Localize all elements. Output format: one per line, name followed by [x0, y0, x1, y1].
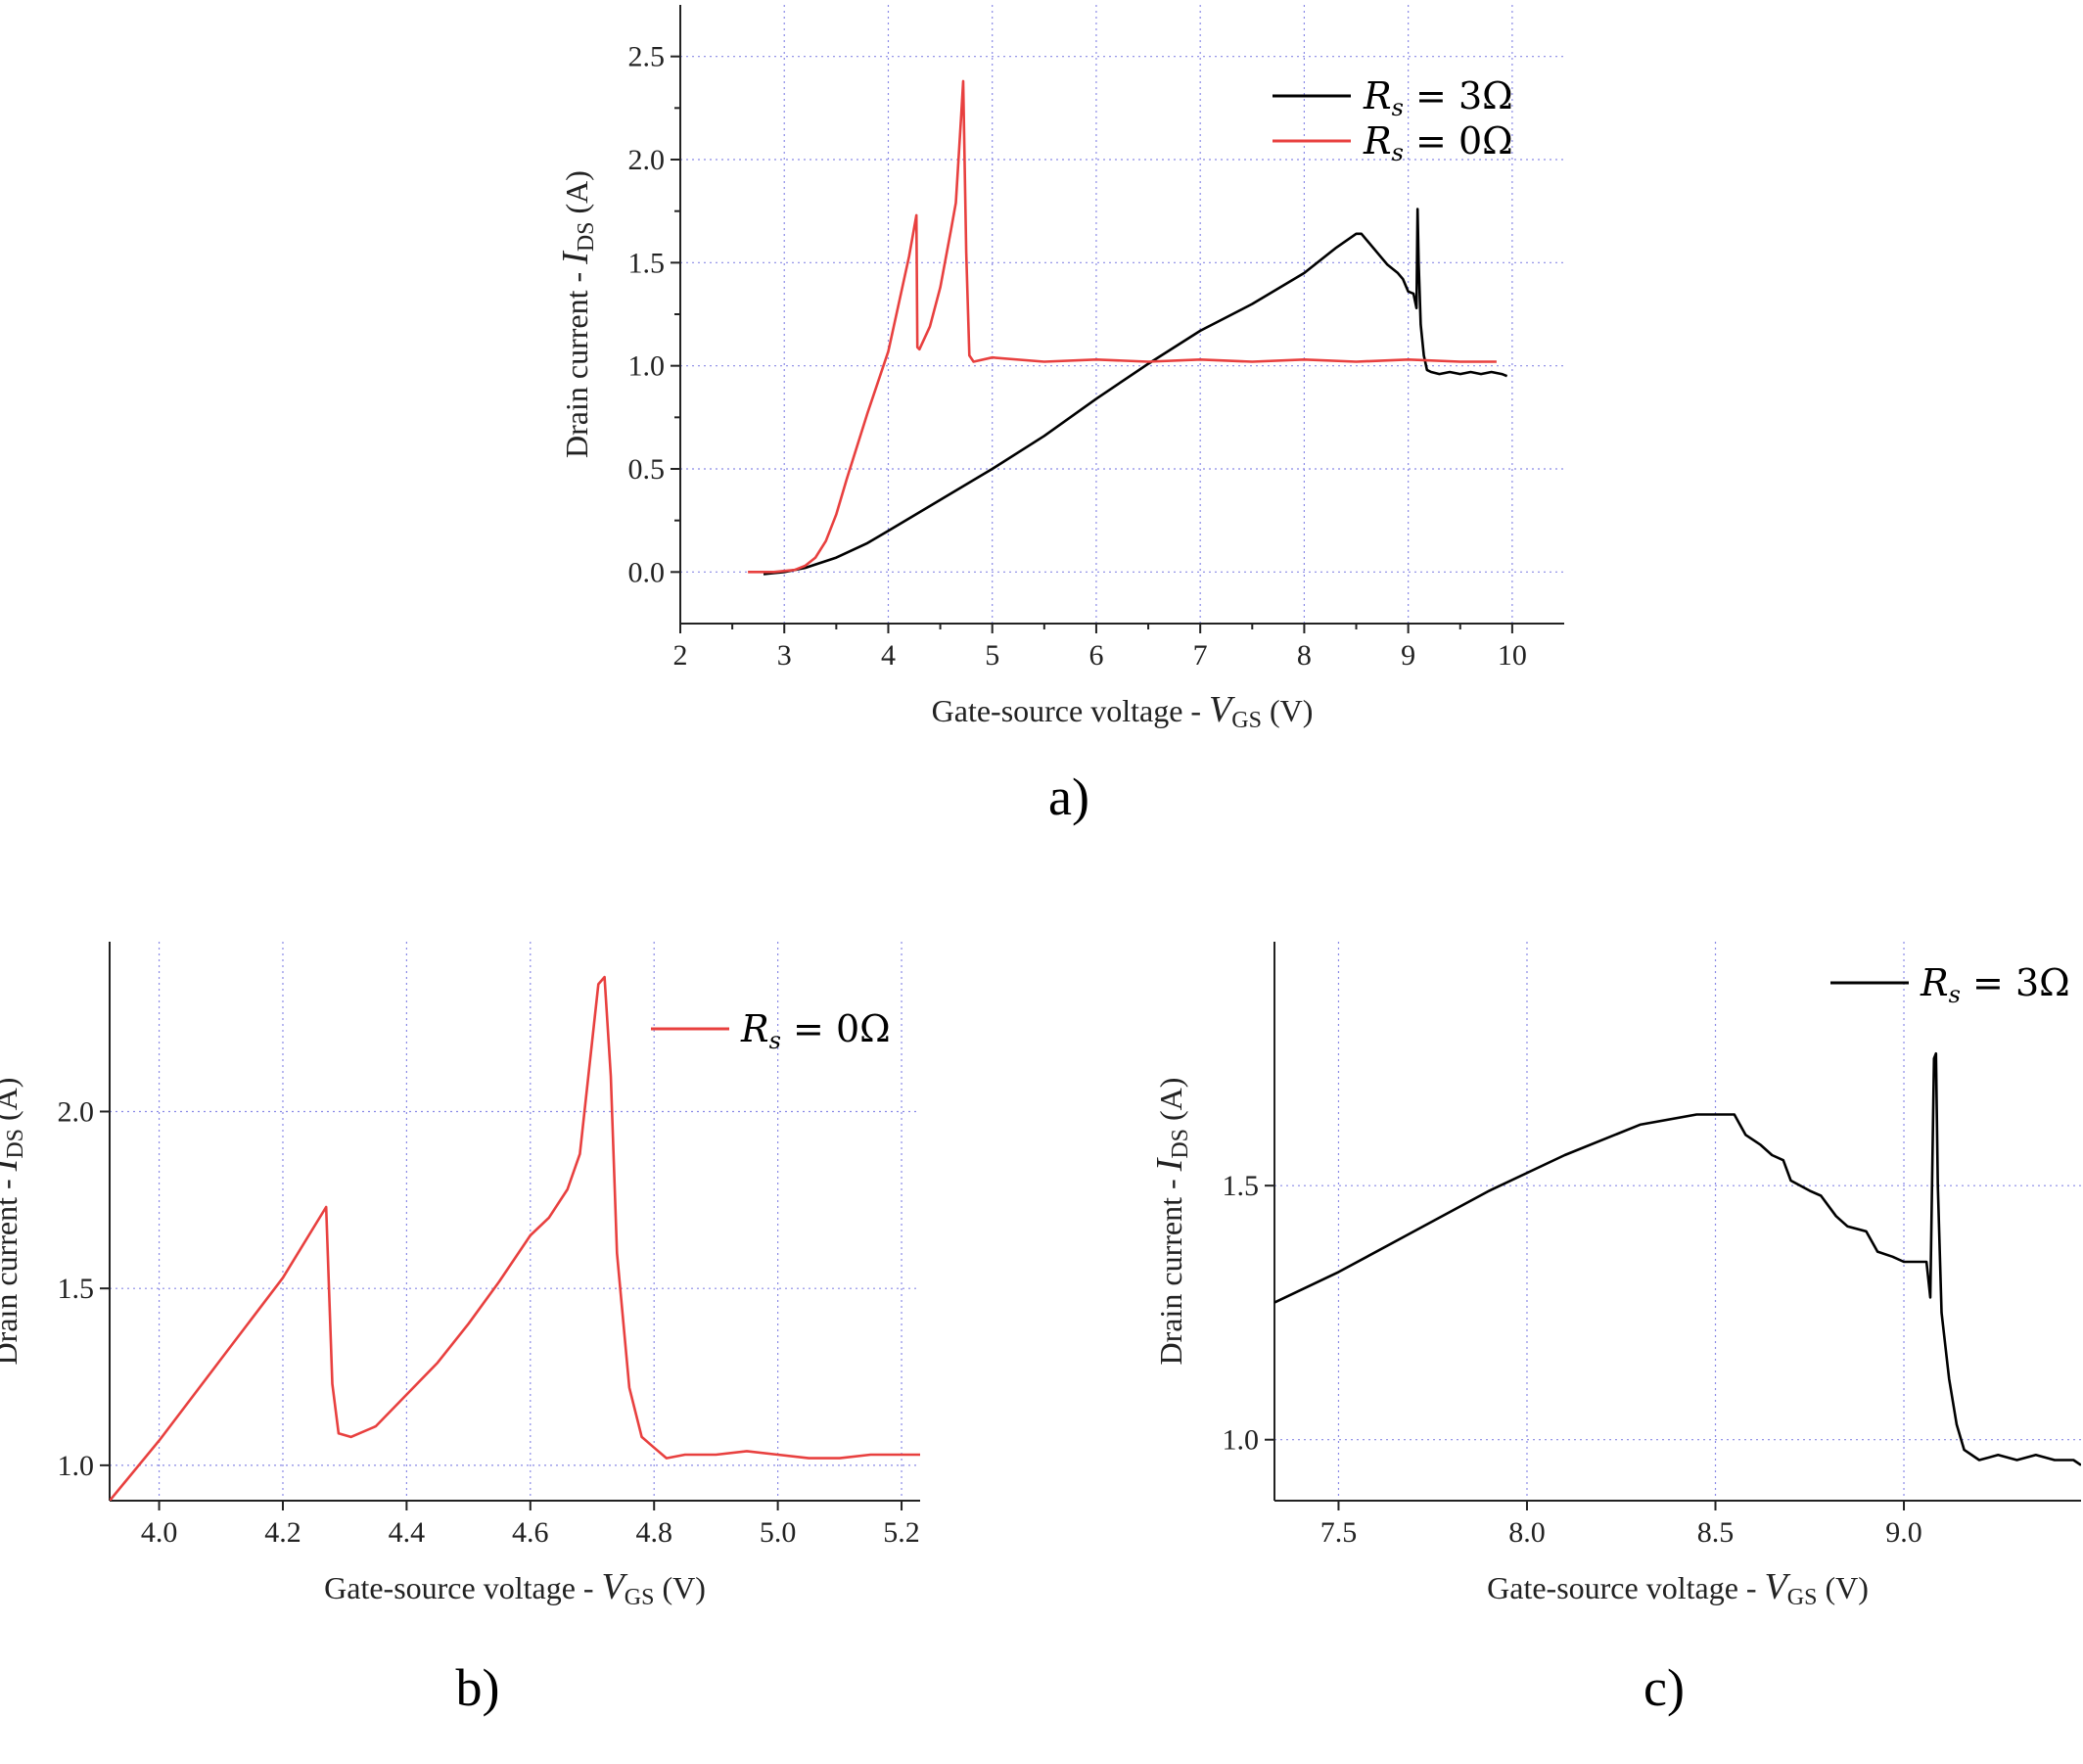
x-tick-label: 8	[1297, 639, 1312, 672]
x-tick-label: 7.5	[1320, 1516, 1358, 1549]
y-axis-title: Drain current - IDS (A)	[555, 170, 599, 458]
x-tick-label: 4	[881, 639, 896, 672]
chart-panel-2: 4.0 4.2 4.4 4.6 4.8 5.0 5.2 1.0 1.5 2.0 Gate-sourc…	[0, 942, 920, 1717]
x-tick-label: 4.8	[635, 1516, 672, 1549]
y-tick-label: 2.0	[58, 1095, 95, 1128]
grid	[1274, 942, 2081, 1501]
legend-label: Rs = 0Ω	[1363, 119, 1513, 166]
x-axis-title: Gate-source voltage - VGS (V)	[1487, 1566, 1869, 1610]
x-tick-label: 8.5	[1697, 1516, 1735, 1549]
y-tick-label: 0.0	[628, 556, 666, 588]
x-tick-label: 4.2	[264, 1516, 301, 1549]
x-tick-label: 8.0	[1508, 1516, 1546, 1549]
legend-label: Rs = 3Ω	[1920, 961, 2070, 1008]
y-axis-title: Drain current - IDS (A)	[1149, 1078, 1193, 1366]
y-tick-label: 1.5	[58, 1273, 95, 1305]
chart-panel-3: 7.5 8.0 8.5 9.0 1.0 1.5 Gate-source voltage - …	[1149, 942, 2081, 1717]
y-tick-label: 0.5	[628, 453, 666, 486]
x-tick-label: 5.2	[883, 1516, 920, 1549]
y-tick-label: 1.5	[1223, 1170, 1260, 1202]
x-axis-title: Gate-source voltage - VGS (V)	[932, 689, 1314, 733]
x-tick-label: 9.0	[1885, 1516, 1922, 1549]
grid	[679, 5, 1564, 624]
series-line-2	[748, 79, 1497, 574]
y-tick-label: 1.0	[58, 1450, 95, 1482]
y-axis-title: Drain current - IDS (A)	[0, 1078, 28, 1366]
x-tick-label: 4.4	[389, 1516, 426, 1549]
x-tick-label: 4.0	[141, 1516, 178, 1549]
x-tick-label: 3	[777, 639, 792, 672]
panel-label: c)	[1643, 1658, 1685, 1717]
series-line-1	[1274, 1051, 2081, 1466]
x-tick-label: 10	[1498, 639, 1527, 672]
x-tick-label: 6	[1088, 639, 1103, 672]
panel-label: b)	[456, 1658, 500, 1717]
y-tick-label: 2.0	[628, 144, 666, 176]
x-axis-title: Gate-source voltage - VGS (V)	[324, 1566, 706, 1610]
x-tick-label: 7	[1193, 639, 1208, 672]
x-tick-label: 4.6	[512, 1516, 549, 1549]
legend-label: Rs = 0Ω	[740, 1007, 891, 1054]
series-line-1	[110, 975, 920, 1501]
legend-label: Rs = 3Ω	[1363, 74, 1513, 121]
y-tick-label: 1.0	[628, 350, 666, 383]
y-tick-label: 1.5	[628, 247, 666, 279]
x-tick-label: 5	[985, 639, 999, 672]
x-tick-label: 2	[673, 639, 688, 672]
grid	[110, 942, 920, 1501]
panel-label: a)	[1048, 767, 1089, 826]
series-line-1	[763, 208, 1508, 576]
y-tick-label: 2.5	[628, 41, 666, 73]
x-tick-label: 5.0	[760, 1516, 797, 1549]
chart-panel-1: 2 3 4 5 6 7 8 9 10 0.0 0.5 1.0 1.5 2.0 2.5 Gate-source …	[555, 5, 1564, 826]
x-tick-label: 9	[1401, 639, 1415, 672]
y-tick-label: 1.0	[1223, 1424, 1260, 1457]
